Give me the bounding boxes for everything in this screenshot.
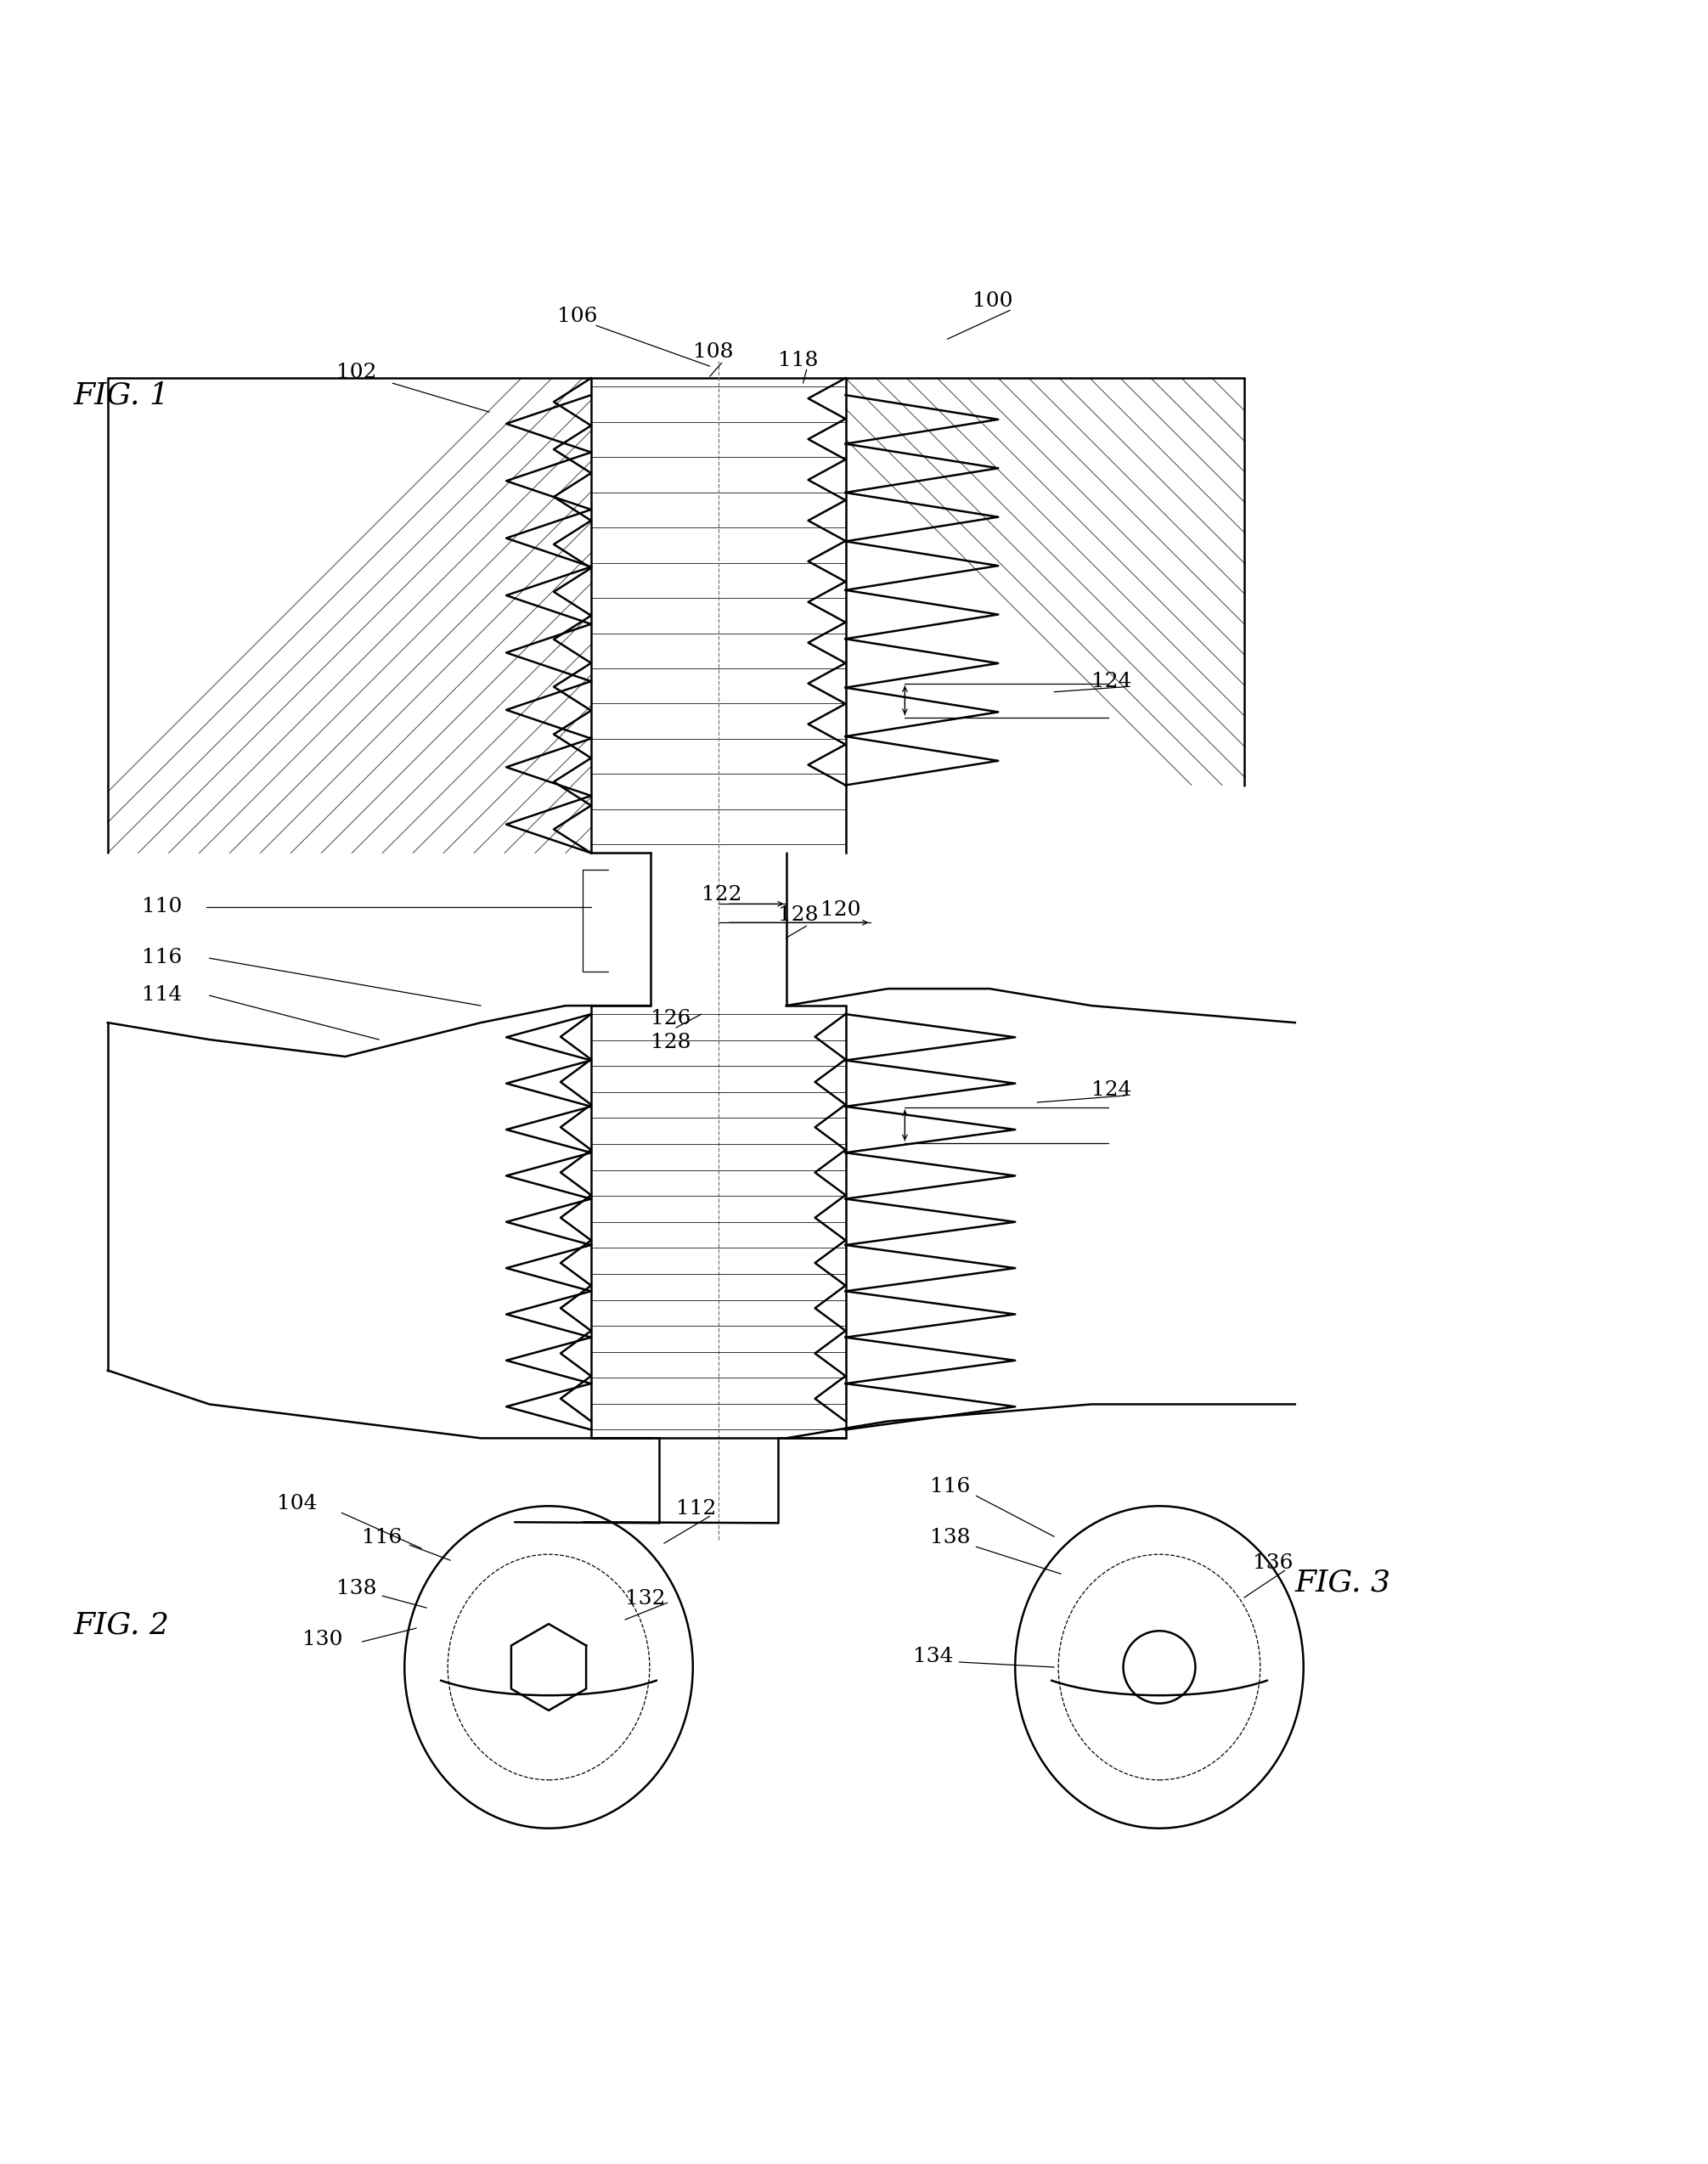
Text: 130: 130 xyxy=(302,1629,343,1649)
Text: 106: 106 xyxy=(557,307,598,327)
Text: FIG. 2: FIG. 2 xyxy=(73,1610,169,1638)
Text: 134: 134 xyxy=(914,1647,953,1666)
Text: 110: 110 xyxy=(142,898,181,918)
Text: 126: 126 xyxy=(651,1008,690,1028)
Text: 128: 128 xyxy=(651,1032,690,1052)
Text: 112: 112 xyxy=(676,1500,716,1519)
Text: 132: 132 xyxy=(625,1588,666,1608)
Text: 124: 124 xyxy=(1091,1080,1132,1099)
Text: 138: 138 xyxy=(336,1580,377,1599)
Text: 100: 100 xyxy=(974,292,1013,312)
Text: 116: 116 xyxy=(931,1478,970,1497)
Text: 138: 138 xyxy=(931,1528,970,1547)
Text: 116: 116 xyxy=(362,1528,403,1547)
Text: 118: 118 xyxy=(777,351,818,370)
Text: FIG. 1: FIG. 1 xyxy=(73,381,169,409)
Text: 128: 128 xyxy=(777,905,818,926)
Text: FIG. 3: FIG. 3 xyxy=(1295,1569,1390,1597)
Text: 108: 108 xyxy=(693,342,733,361)
Text: 120: 120 xyxy=(820,900,861,920)
Text: 136: 136 xyxy=(1252,1554,1293,1573)
Text: 122: 122 xyxy=(702,885,741,905)
Text: 116: 116 xyxy=(142,948,181,967)
Text: 114: 114 xyxy=(142,985,181,1004)
Text: 104: 104 xyxy=(277,1493,318,1513)
Text: 124: 124 xyxy=(1091,671,1132,690)
Text: 102: 102 xyxy=(336,364,377,383)
